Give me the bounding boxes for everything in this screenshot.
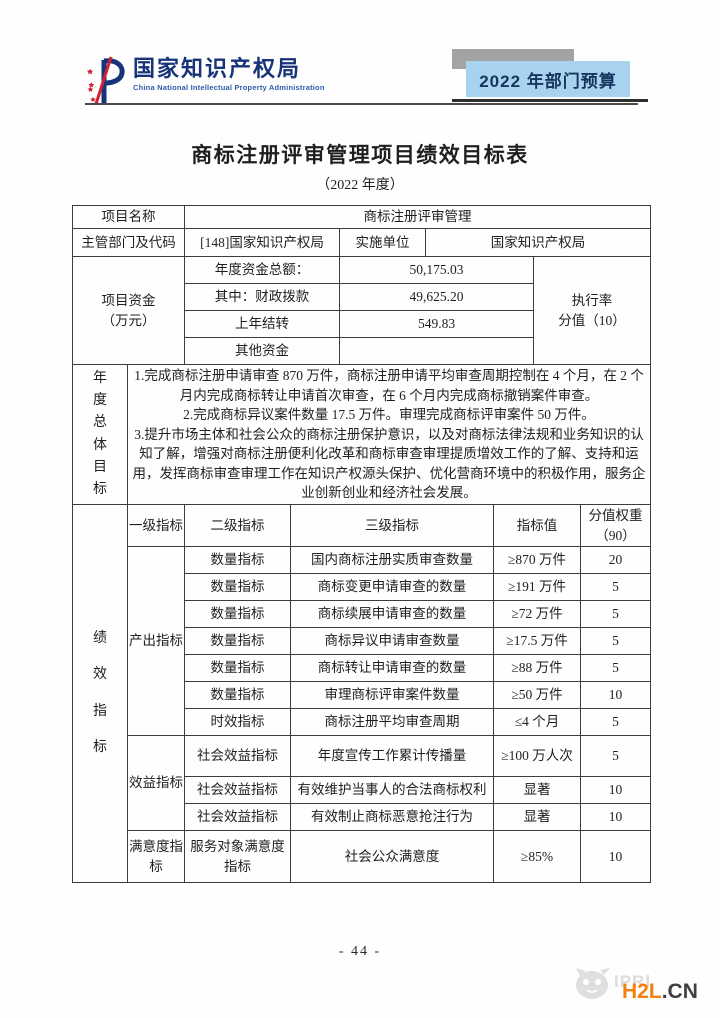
indicator-value-cell: ≥191 万件 <box>493 573 581 602</box>
header-divider <box>85 103 638 105</box>
funding-row-value: 50,175.03 <box>339 256 534 284</box>
indicator-level2-cell: 服务对象满意度指标 <box>184 830 291 884</box>
agency-name-en: China National Intellectual Property Adm… <box>133 83 325 93</box>
agency-name-cn: 国家知识产权局 <box>133 56 302 81</box>
funding-row-value <box>339 337 534 365</box>
indicator-score-cell: 10 <box>579 776 652 805</box>
funding-row-name: 其他资金 <box>184 337 340 365</box>
indicator-score-cell: 5 <box>579 627 652 656</box>
dept-value-cell: [148]国家知识产权局 <box>184 228 340 257</box>
indicator-level3-cell: 有效制止商标恶意抢注行为 <box>290 803 494 832</box>
execution-line1: 执行率 <box>571 292 613 308</box>
watermark-ghost-icon <box>576 968 610 999</box>
indicator-value-cell: 显著 <box>493 776 581 805</box>
funding-row-value: 49,625.20 <box>339 283 534 311</box>
indicator-value-cell: ≥50 万件 <box>493 681 581 710</box>
indicator-level3-cell: 商标变更申请审查的数量 <box>290 573 494 602</box>
indicator-level3-cell: 审理商标评审案件数量 <box>290 681 494 710</box>
performance-target-table: 项目名称 商标注册评审管理 主管部门及代码 [148]国家知识产权局 实施单位 … <box>72 205 652 884</box>
indicator-score-cell: 5 <box>579 735 652 778</box>
funding-label-cell: 项目资金 （万元） <box>72 256 185 365</box>
page-title: 商标注册评审管理项目绩效目标表 <box>191 143 529 167</box>
watermark-cn-suffix: .CN <box>661 980 698 1003</box>
funding-row-name: 上年结转 <box>184 310 340 338</box>
indicator-level2-cell: 时效指标 <box>184 708 291 737</box>
execution-line2: 分值（10） <box>558 312 626 328</box>
watermark-ghost-text: IPRl <box>614 972 652 991</box>
indicators-label-cell: 绩效指标 <box>72 503 128 884</box>
indicator-level3-cell: 年度宣传工作累计传播量 <box>290 735 494 778</box>
indicator-level3-cell: 商标转让申请审查的数量 <box>290 654 494 683</box>
indicator-header-score: 分值权重（90） <box>579 503 652 548</box>
indicator-level2-cell: 数量指标 <box>184 681 291 710</box>
funding-label-line1: 项目资金 <box>101 292 156 308</box>
indicator-value-cell: ≥870 万件 <box>493 546 581 575</box>
indicator-score-cell: 10 <box>579 681 652 710</box>
indicator-level3-cell: 商标异议申请审查数量 <box>290 627 494 656</box>
budget-badge: 2022 年部门预算 <box>466 61 630 97</box>
indicator-header-level1: 一级指标 <box>127 503 185 548</box>
indicator-level3-cell: 商标注册平均审查周期 <box>290 708 494 737</box>
indicator-group-level1: 效益指标 <box>127 735 185 832</box>
indicator-level2-cell: 数量指标 <box>184 600 291 629</box>
dept-label-cell: 主管部门及代码 <box>72 228 185 257</box>
indicator-value-cell: ≥17.5 万件 <box>493 627 581 656</box>
indicator-value-cell: ≥85% <box>493 830 581 884</box>
indicator-score-cell: 5 <box>579 600 652 629</box>
indicator-score-cell: 20 <box>579 546 652 575</box>
indicator-group-level1: 产出指标 <box>127 546 185 737</box>
indicators-label: 绩效指标 <box>93 630 107 755</box>
indicator-level2-cell: 社会效益指标 <box>184 803 291 832</box>
watermark-main-text: H2L.CN <box>622 980 698 1004</box>
annual-target-item: 3.提升市场主体和社会公众的商标注册保护意识，以及对商标法律法规和业务知识的认知… <box>132 426 646 501</box>
indicator-level3-cell: 社会公众满意度 <box>290 830 494 884</box>
indicator-score-cell: 10 <box>579 830 652 884</box>
indicator-group-level1: 满意度指标 <box>127 830 185 884</box>
indicator-level3-cell: 商标续展申请审查的数量 <box>290 600 494 629</box>
cnipa-logo: 国家知识产权局 China National Intellectual Prop… <box>86 56 325 106</box>
indicator-value-cell: ≤4 个月 <box>493 708 581 737</box>
annual-target-label-cell: 年度总体目标 <box>72 364 128 505</box>
project-name-label-cell: 项目名称 <box>72 205 185 229</box>
funding-row-name: 其中：财政拨款 <box>184 283 340 311</box>
cnipa-logo-icon <box>86 56 125 105</box>
indicator-level2-cell: 数量指标 <box>184 627 291 656</box>
project-name-value-cell: 商标注册评审管理 <box>183 205 652 229</box>
indicator-header-level2: 二级指标 <box>184 503 291 548</box>
indicator-level3-cell: 有效维护当事人的合法商标权利 <box>290 776 494 805</box>
page-subtitle: （2022 年度） <box>316 178 404 193</box>
indicator-value-cell: ≥72 万件 <box>493 600 581 629</box>
indicator-value-cell: 显著 <box>493 803 581 832</box>
indicator-score-cell: 5 <box>579 708 652 737</box>
indicator-score-cell: 5 <box>579 573 652 602</box>
indicator-score-cell: 10 <box>579 803 652 832</box>
indicator-value-cell: ≥88 万件 <box>493 654 581 683</box>
badge-underline <box>452 99 648 102</box>
funding-row-value: 549.83 <box>339 310 534 338</box>
indicator-level2-cell: 数量指标 <box>184 573 291 602</box>
indicator-level3-cell: 国内商标注册实质审查数量 <box>290 546 494 575</box>
watermark: IPRl H2L.CN <box>568 960 718 1012</box>
impl-value-cell: 国家知识产权局 <box>424 228 652 257</box>
annual-target-label: 年度总体目标 <box>93 371 107 497</box>
funding-label-line2: （万元） <box>101 312 156 328</box>
impl-label-cell: 实施单位 <box>339 228 426 257</box>
indicator-value-cell: ≥100 万人次 <box>493 735 581 778</box>
indicator-header-level3: 三级指标 <box>290 503 494 548</box>
execution-score-cell: 执行率 分值（10） <box>532 256 652 365</box>
indicator-level2-cell: 数量指标 <box>184 546 291 575</box>
indicator-level2-cell: 社会效益指标 <box>184 776 291 805</box>
indicator-level2-cell: 数量指标 <box>184 654 291 683</box>
annual-target-item: 1.完成商标注册申请审查 870 万件，商标注册申请平均审查周期控制在 4 个月… <box>134 368 644 403</box>
funding-row-name: 年度资金总额： <box>184 256 340 284</box>
indicator-level2-cell: 社会效益指标 <box>184 735 291 778</box>
page-number: - 44 - <box>338 944 382 959</box>
annual-target-item: 2.完成商标异议案件数量 17.5 万件。审理完成商标评审案件 50 万件。 <box>183 407 595 423</box>
indicator-header-value: 指标值 <box>493 503 581 548</box>
annual-target-text-cell: 1.完成商标注册申请审查 870 万件，商标注册申请平均审查周期控制在 4 个月… <box>126 364 652 505</box>
indicator-score-cell: 5 <box>579 654 652 683</box>
watermark-h2l: H2L <box>622 980 662 1003</box>
